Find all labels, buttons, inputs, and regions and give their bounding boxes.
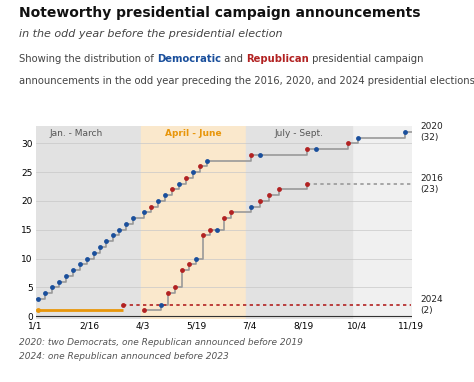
Text: announcements in the odd year preceding the 2016, 2020, and 2024 presidential el: announcements in the odd year preceding …: [19, 76, 474, 86]
Text: 2016
(23): 2016 (23): [421, 173, 444, 194]
Bar: [246, 126, 352, 319]
Text: and: and: [221, 54, 246, 64]
Text: 2020: two Democrats, one Republican announced before 2019
2024: one Republican a: 2020: two Democrats, one Republican anno…: [19, 338, 303, 361]
Text: April - June: April - June: [165, 129, 222, 138]
Text: July - Sept.: July - Sept.: [274, 129, 323, 138]
Text: Noteworthy presidential campaign announcements: Noteworthy presidential campaign announc…: [19, 6, 420, 20]
Text: Republican: Republican: [246, 54, 309, 64]
Bar: [36, 126, 141, 319]
Text: presidential campaign: presidential campaign: [309, 54, 423, 64]
Text: Jan. - March: Jan. - March: [49, 129, 102, 138]
Text: Showing the distribution of: Showing the distribution of: [19, 54, 157, 64]
Text: Democratic: Democratic: [157, 54, 221, 64]
Text: 2024
(2): 2024 (2): [421, 295, 443, 315]
Text: 2020
(32): 2020 (32): [421, 122, 444, 142]
Text: in the odd year before the presidential election: in the odd year before the presidential …: [19, 29, 283, 39]
Bar: [141, 126, 246, 319]
